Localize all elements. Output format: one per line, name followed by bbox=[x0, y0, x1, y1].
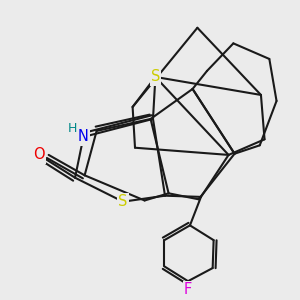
Text: S: S bbox=[151, 70, 160, 85]
Text: N: N bbox=[78, 129, 89, 144]
Text: F: F bbox=[184, 283, 192, 298]
Text: O: O bbox=[33, 147, 45, 162]
Text: S: S bbox=[118, 194, 128, 209]
Text: H: H bbox=[68, 122, 77, 135]
